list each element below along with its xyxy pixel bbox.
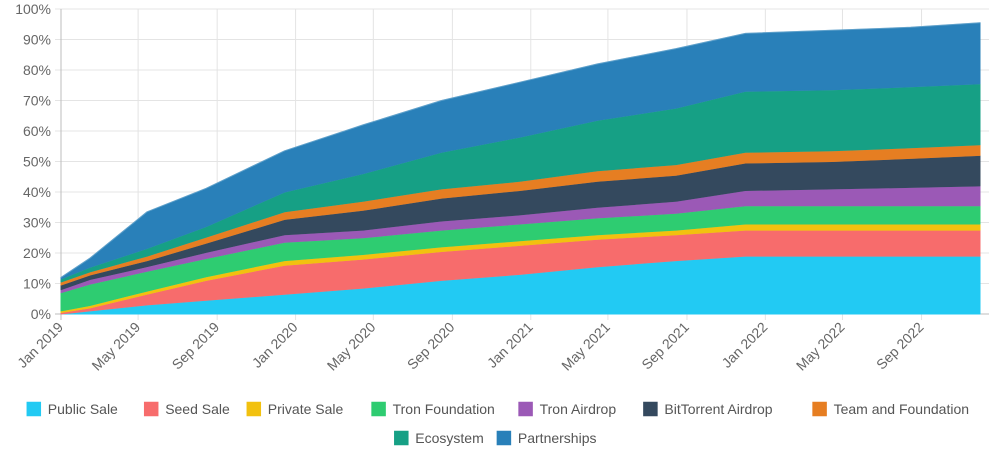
legend-item-bittorrent-airdrop: BitTorrent Airdrop xyxy=(641,400,773,418)
legend-swatch xyxy=(245,400,263,418)
y-tick-label: 20% xyxy=(23,245,51,261)
x-tick-label: Jan 2020 xyxy=(249,319,301,371)
y-tick-label: 40% xyxy=(23,184,51,200)
x-tick-label: May 2022 xyxy=(793,319,848,374)
legend-item-tron-foundation: Tron Foundation xyxy=(369,400,495,418)
legend-item-team-and-foundation: Team and Foundation xyxy=(810,400,969,418)
legend-swatch xyxy=(641,400,660,418)
legend-swatch xyxy=(25,400,43,418)
legend-item-seed-sale: Seed Sale xyxy=(142,400,230,418)
legend-item-ecosystem: Ecosystem xyxy=(392,429,484,447)
legend-swatch xyxy=(810,400,829,418)
y-tick-label: 90% xyxy=(23,32,51,48)
legend: Public Sale Seed Sale Private Sale Tron Fou… xyxy=(25,400,969,447)
legend-swatch xyxy=(392,429,411,447)
x-tick-label: May 2021 xyxy=(558,319,613,374)
legend-swatch xyxy=(516,400,535,418)
legend-label: Team and Foundation xyxy=(834,401,969,417)
series-areas xyxy=(60,22,981,315)
y-tick-label: 50% xyxy=(23,154,51,170)
legend-item-private-sale: Private Sale xyxy=(245,400,344,418)
legend-label: Ecosystem xyxy=(415,430,483,446)
legend-label: BitTorrent Airdrop xyxy=(664,401,772,417)
y-tick-label: 100% xyxy=(15,1,51,17)
y-tick-label: 80% xyxy=(23,62,51,78)
x-tick-label: Sep 2020 xyxy=(404,319,458,373)
legend-label: Private Sale xyxy=(268,401,344,417)
legend-label: Public Sale xyxy=(48,401,118,417)
legend-swatch xyxy=(142,400,160,418)
area-edge-partnerships xyxy=(60,22,981,278)
legend-item-public-sale: Public Sale xyxy=(25,400,118,418)
legend-swatch xyxy=(369,400,388,418)
x-tick-label: Sep 2021 xyxy=(638,319,692,373)
y-tick-label: 30% xyxy=(23,215,51,231)
legend-item-partnerships: Partnerships xyxy=(495,429,597,447)
x-tick-label: Sep 2019 xyxy=(169,319,223,373)
x-tick-label: Jan 2021 xyxy=(484,319,536,371)
legend-item-tron-airdrop: Tron Airdrop xyxy=(516,400,617,418)
x-tick-label: May 2020 xyxy=(324,319,379,374)
legend-label: Partnerships xyxy=(518,430,597,446)
legend-label: Tron Airdrop xyxy=(540,401,617,417)
legend-swatch xyxy=(495,429,513,447)
legend-label: Tron Foundation xyxy=(393,401,495,417)
x-tick-label: May 2019 xyxy=(88,319,143,374)
y-tick-label: 10% xyxy=(23,276,51,292)
y-tick-label: 70% xyxy=(23,93,51,109)
x-tick-label: Sep 2022 xyxy=(873,319,927,373)
legend-label: Seed Sale xyxy=(165,401,230,417)
area-partnerships xyxy=(60,22,981,280)
y-tick-label: 60% xyxy=(23,123,51,139)
y-tick-label: 0% xyxy=(31,306,51,322)
x-tick-label: Jan 2019 xyxy=(14,319,66,371)
x-tick-label: Jan 2022 xyxy=(718,319,770,371)
